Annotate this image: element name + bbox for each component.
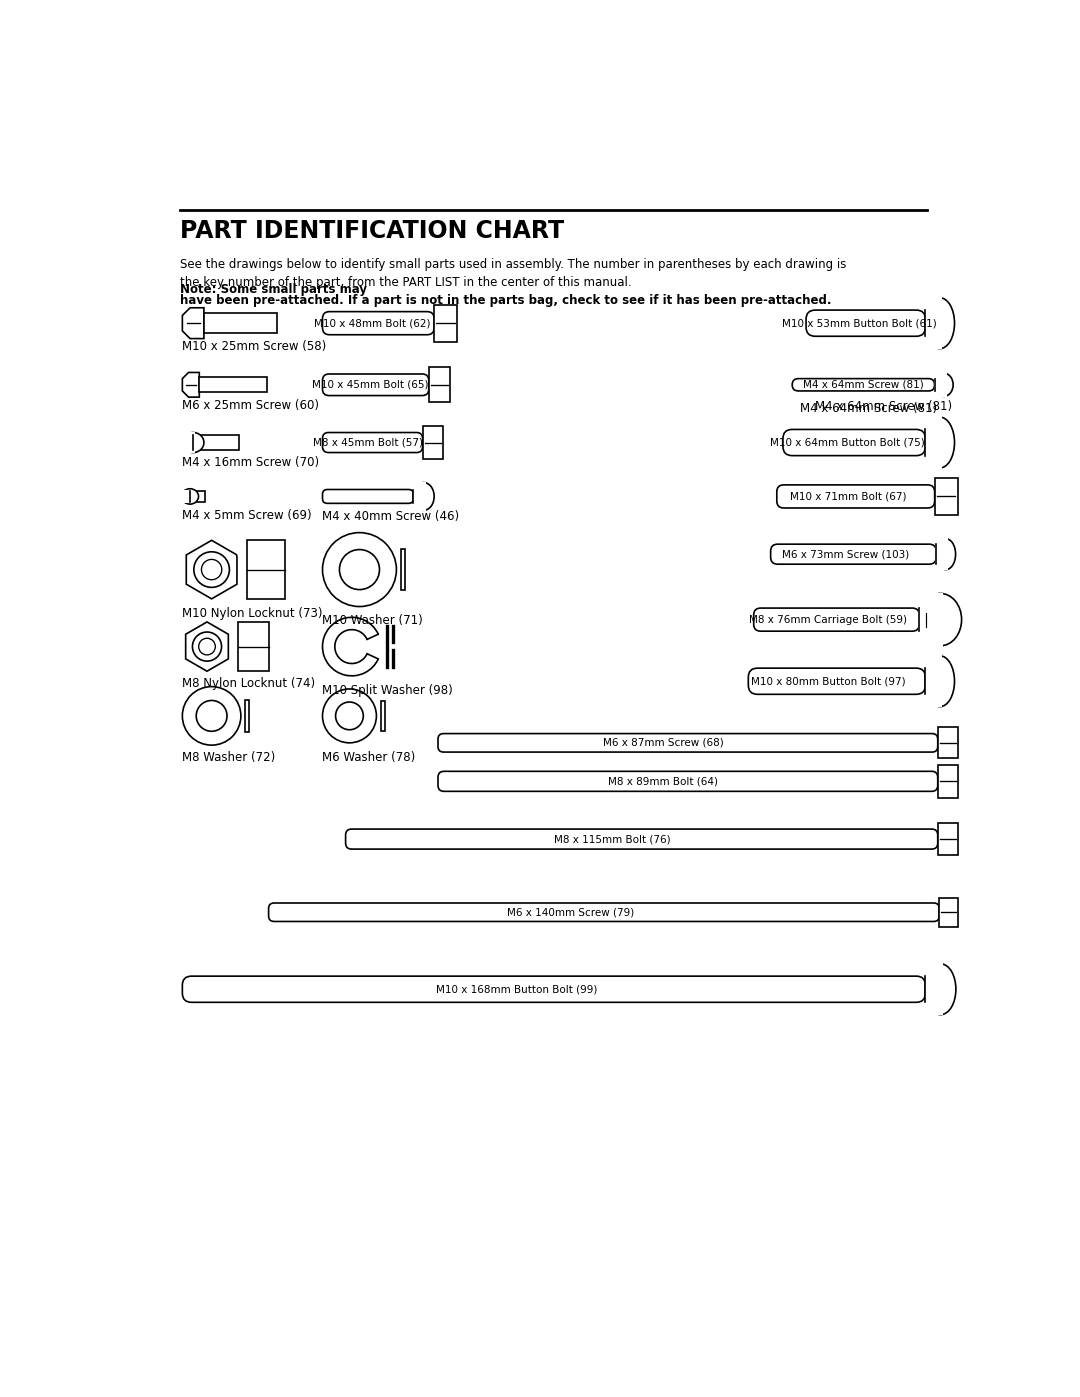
Text: M6 x 140mm Screw (79): M6 x 140mm Screw (79) [507, 907, 634, 918]
Text: M8 Washer (72): M8 Washer (72) [183, 752, 275, 764]
FancyBboxPatch shape [200, 377, 267, 393]
FancyBboxPatch shape [401, 549, 405, 590]
Text: M4 x 64mm Screw (81): M4 x 64mm Screw (81) [804, 380, 923, 390]
Ellipse shape [934, 373, 954, 397]
FancyBboxPatch shape [323, 312, 434, 335]
FancyBboxPatch shape [937, 766, 958, 798]
FancyBboxPatch shape [940, 898, 958, 926]
Text: M10 x 25mm Screw (58): M10 x 25mm Screw (58) [183, 339, 326, 353]
Circle shape [183, 686, 241, 745]
FancyBboxPatch shape [935, 538, 948, 570]
Text: M4 x 64mm Screw (81): M4 x 64mm Screw (81) [815, 400, 953, 414]
Text: M10 x 45mm Bolt (65): M10 x 45mm Bolt (65) [312, 380, 429, 390]
FancyBboxPatch shape [180, 432, 194, 453]
Text: M10 x 168mm Button Bolt (99): M10 x 168mm Button Bolt (99) [436, 985, 597, 995]
FancyBboxPatch shape [937, 823, 958, 855]
Text: M10 x 80mm Button Bolt (97): M10 x 80mm Button Bolt (97) [751, 676, 905, 686]
Circle shape [339, 549, 379, 590]
Text: M6 x 87mm Screw (68): M6 x 87mm Screw (68) [603, 738, 724, 747]
Polygon shape [183, 307, 204, 338]
FancyBboxPatch shape [438, 771, 937, 791]
Circle shape [202, 559, 221, 580]
Ellipse shape [181, 489, 199, 504]
Text: PART IDENTIFICATION CHART: PART IDENTIFICATION CHART [180, 219, 564, 243]
Text: M10 x 64mm Button Bolt (75): M10 x 64mm Button Bolt (75) [770, 437, 924, 447]
FancyBboxPatch shape [937, 728, 958, 759]
FancyBboxPatch shape [924, 963, 943, 1016]
FancyBboxPatch shape [783, 429, 926, 455]
FancyBboxPatch shape [934, 373, 947, 397]
Text: M6 Washer (78): M6 Washer (78) [323, 750, 416, 764]
Circle shape [199, 638, 215, 655]
FancyBboxPatch shape [754, 608, 919, 631]
FancyBboxPatch shape [934, 478, 958, 515]
FancyBboxPatch shape [924, 416, 943, 469]
Text: M4 x 64mm Screw (81): M4 x 64mm Screw (81) [800, 402, 937, 415]
Text: M10 Washer (71): M10 Washer (71) [323, 615, 423, 627]
Text: M8 x 45mm Bolt (57): M8 x 45mm Bolt (57) [312, 437, 422, 447]
Circle shape [197, 700, 227, 731]
FancyBboxPatch shape [793, 379, 934, 391]
Ellipse shape [919, 594, 961, 645]
FancyBboxPatch shape [323, 374, 429, 395]
Ellipse shape [183, 433, 204, 453]
FancyBboxPatch shape [771, 545, 936, 564]
FancyBboxPatch shape [193, 434, 240, 450]
FancyBboxPatch shape [245, 700, 249, 732]
Text: M10 x 48mm Bolt (62): M10 x 48mm Bolt (62) [314, 319, 431, 328]
FancyBboxPatch shape [429, 367, 450, 402]
Text: M10 x 53mm Button Bolt (61): M10 x 53mm Button Bolt (61) [782, 319, 937, 328]
FancyBboxPatch shape [434, 305, 457, 342]
FancyBboxPatch shape [183, 977, 926, 1002]
FancyBboxPatch shape [346, 828, 937, 849]
Text: M4 x 16mm Screw (70): M4 x 16mm Screw (70) [183, 457, 320, 469]
FancyBboxPatch shape [204, 313, 278, 334]
Polygon shape [186, 541, 237, 599]
Circle shape [193, 552, 229, 587]
Circle shape [336, 703, 363, 729]
Text: M8 x 115mm Bolt (76): M8 x 115mm Bolt (76) [554, 834, 671, 844]
Text: M10 Split Washer (98): M10 Split Washer (98) [323, 683, 454, 697]
Text: M10 Nylon Locknut (73): M10 Nylon Locknut (73) [183, 606, 323, 619]
FancyBboxPatch shape [924, 298, 943, 349]
Polygon shape [183, 373, 200, 397]
FancyBboxPatch shape [269, 902, 940, 922]
Text: Note: Some small parts may: Note: Some small parts may [180, 284, 367, 296]
FancyBboxPatch shape [190, 490, 205, 502]
Ellipse shape [926, 298, 955, 349]
Ellipse shape [926, 655, 955, 707]
FancyBboxPatch shape [323, 433, 422, 453]
Text: M8 Nylon Locknut (74): M8 Nylon Locknut (74) [183, 678, 315, 690]
FancyBboxPatch shape [924, 655, 943, 707]
Ellipse shape [926, 418, 955, 468]
Text: M8 x 76mm Carriage Bolt (59): M8 x 76mm Carriage Bolt (59) [750, 615, 907, 624]
Text: have been pre-attached. If a part is not in the parts bag, check to see if it ha: have been pre-attached. If a part is not… [180, 293, 832, 307]
FancyBboxPatch shape [422, 426, 443, 458]
Text: M6 x 73mm Screw (103): M6 x 73mm Screw (103) [782, 549, 908, 559]
FancyBboxPatch shape [238, 622, 269, 671]
Circle shape [323, 532, 396, 606]
Circle shape [192, 631, 221, 661]
Text: M8 x 89mm Bolt (64): M8 x 89mm Bolt (64) [608, 777, 718, 787]
Text: M4 x 40mm Screw (46): M4 x 40mm Screw (46) [323, 510, 460, 524]
FancyBboxPatch shape [413, 482, 426, 511]
Text: See the drawings below to identify small parts used in assembly. The number in p: See the drawings below to identify small… [180, 257, 847, 289]
FancyBboxPatch shape [247, 541, 285, 599]
Ellipse shape [926, 964, 956, 1014]
FancyBboxPatch shape [806, 310, 926, 337]
FancyBboxPatch shape [748, 668, 926, 694]
Ellipse shape [936, 539, 956, 570]
FancyBboxPatch shape [918, 592, 943, 647]
FancyBboxPatch shape [381, 701, 384, 731]
Text: M6 x 25mm Screw (60): M6 x 25mm Screw (60) [183, 398, 320, 412]
Text: M10 x 71mm Bolt (67): M10 x 71mm Bolt (67) [789, 492, 906, 502]
Circle shape [323, 689, 377, 743]
FancyBboxPatch shape [777, 485, 934, 509]
FancyBboxPatch shape [323, 489, 414, 503]
Ellipse shape [414, 482, 434, 510]
FancyBboxPatch shape [438, 733, 937, 752]
Polygon shape [186, 622, 228, 671]
Text: M4 x 5mm Screw (69): M4 x 5mm Screw (69) [183, 509, 312, 521]
FancyBboxPatch shape [180, 490, 191, 503]
